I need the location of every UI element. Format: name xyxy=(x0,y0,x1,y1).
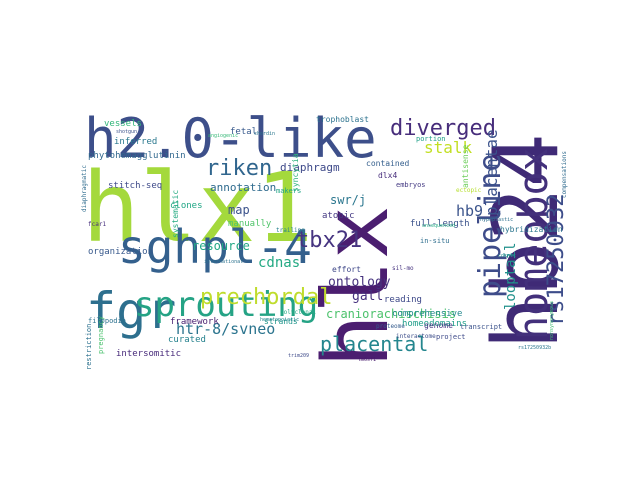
word-genome: genome xyxy=(424,321,453,330)
word-transcript: transcript xyxy=(460,323,503,331)
word-comprehensive: comprehensive xyxy=(392,309,463,319)
word-interactome: interactome xyxy=(396,333,436,340)
word-manually: manually xyxy=(228,219,272,229)
word-intersomitic: intersomitic xyxy=(116,349,182,359)
word-phytohemagglutinin: phytohemagglutinin xyxy=(88,151,186,161)
word-clones: clones xyxy=(170,201,203,211)
word-chordin: chordin xyxy=(254,131,276,137)
word-hybridization: hybridization xyxy=(500,225,563,234)
word-sghpl-4: sghpl-4 xyxy=(118,220,312,274)
word-strands: strands xyxy=(264,317,298,326)
word-homeodomains: homeodomains xyxy=(402,319,468,329)
word-placentae: placentae xyxy=(482,129,501,216)
word-tbx21: tbx21 xyxy=(296,228,363,253)
word-restriction: restriction xyxy=(85,323,93,370)
word-trailing: trailing xyxy=(276,227,305,234)
word-tm6sf1: tm6sf1 xyxy=(358,357,377,363)
word-swr-j: swr/j xyxy=(330,193,367,207)
word-portion: portion xyxy=(416,135,446,143)
word-resource: resource xyxy=(192,239,250,253)
word-hb9: hb9 xyxy=(456,202,484,220)
word-compensations: compensations xyxy=(561,151,568,198)
word-diaphragmatic: diaphragmatic xyxy=(81,165,88,212)
word-trophoblast: trophoblast xyxy=(316,115,369,124)
word-map: map xyxy=(228,203,250,217)
word-cdkn1c: cdkn1c xyxy=(498,253,517,259)
word-sil-mo: sil-mo xyxy=(392,265,414,272)
word-antisense: antisense xyxy=(461,144,470,188)
word-hypoplastic: hypoplastic xyxy=(480,217,514,223)
word-international: international xyxy=(204,259,244,265)
word-effort: effort xyxy=(332,265,361,274)
word-polyclonal: polyclonal xyxy=(280,309,317,316)
word-pregnancy: pregnancy xyxy=(97,316,105,354)
word-project: project xyxy=(436,333,466,341)
word-curated: curated xyxy=(168,335,206,345)
word-contained: contained xyxy=(366,159,410,168)
word-ontology: ontology xyxy=(328,275,391,290)
word-framework: framework xyxy=(170,317,219,327)
word-organization: organization xyxy=(88,247,154,257)
word-h2-0-like: h2.0-like xyxy=(84,107,377,170)
word-embryos: embryos xyxy=(396,181,426,189)
word-stalk: stalk xyxy=(424,138,473,157)
word-fcar1: fcar1 xyxy=(88,221,107,228)
word-diaphragm: diaphragm xyxy=(280,161,340,174)
word-craniorachischisis: craniorachischisis xyxy=(326,307,457,321)
word-dlx4: dlx4 xyxy=(378,171,398,180)
word-prechordal: prechordal xyxy=(200,285,333,310)
word-proteome: proteome xyxy=(376,323,405,330)
word-hematopoietic: hematopoietic xyxy=(260,317,300,323)
word-shotgun: shotgun xyxy=(116,129,138,135)
word-reading: reading xyxy=(384,295,422,305)
word-placental: placental xyxy=(320,332,429,356)
word-fetal: fetal xyxy=(230,127,258,137)
word-htr-8-svneo: htr-8/svneo xyxy=(176,320,276,338)
word-ectopic: ectopic xyxy=(456,187,482,194)
word-in-situ: in-situ xyxy=(420,237,450,245)
word-rs17250932b: rs17250932b xyxy=(518,345,552,351)
word-systematic: systematic xyxy=(171,189,180,238)
word-nonsynonymous: nonsynonymous xyxy=(549,300,555,340)
word-cloud: hb24 hlx1 hlx h2.0-like sghpl-4 homeobox… xyxy=(80,100,575,381)
word-trim209: trim209 xyxy=(288,353,310,359)
word-full-length: full-length xyxy=(410,219,470,229)
word-riken: riken xyxy=(206,156,273,181)
word-angiogenic: angiogenic xyxy=(208,133,239,139)
word-unsequenced: unsequenced xyxy=(422,223,456,229)
word-inferred: inferred xyxy=(114,137,158,147)
word-filopodia: filopodia xyxy=(88,317,126,325)
word-atopic: atopic xyxy=(322,211,355,221)
word-vessels: vessels xyxy=(104,119,142,129)
word-cdnas: cdnas xyxy=(258,255,301,271)
word-gall: gall xyxy=(352,289,384,304)
word-hlx1: hlx1 xyxy=(82,152,314,264)
word-annotation: annotation xyxy=(210,181,277,194)
word-stitch-seq: stitch-seq xyxy=(108,181,163,191)
word-makers: makers xyxy=(276,187,302,195)
word-diverged: diverged xyxy=(390,116,496,141)
word-fgr: fgr xyxy=(86,282,177,340)
word-syncytia: syncytia xyxy=(291,153,300,192)
word-sprouting: sprouting xyxy=(134,285,319,325)
